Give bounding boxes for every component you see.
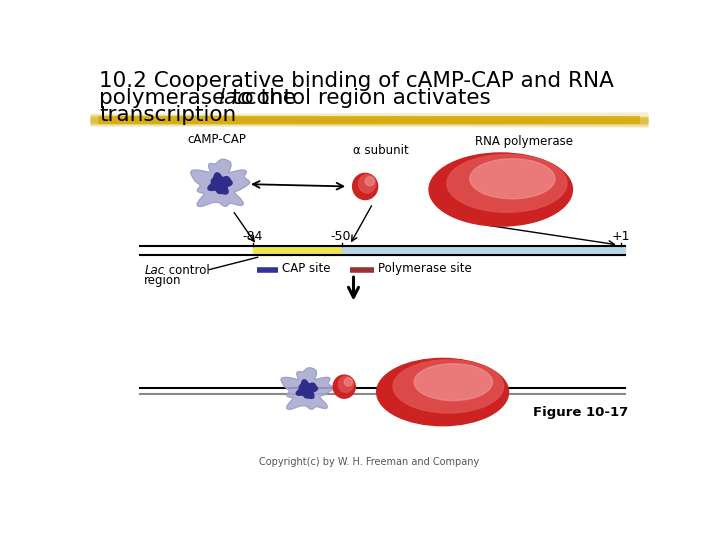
Text: Polymerase site: Polymerase site — [378, 261, 472, 274]
Text: region: region — [144, 274, 181, 287]
Ellipse shape — [377, 359, 508, 426]
Text: -50: -50 — [330, 230, 351, 242]
Ellipse shape — [353, 173, 378, 200]
Polygon shape — [191, 159, 250, 206]
Bar — [342, 246, 625, 255]
Polygon shape — [296, 380, 318, 399]
Ellipse shape — [469, 159, 555, 199]
Ellipse shape — [414, 364, 492, 401]
Ellipse shape — [338, 376, 354, 393]
Text: Copyright(c) by W. H. Freeman and Company: Copyright(c) by W. H. Freeman and Compan… — [259, 457, 479, 467]
Ellipse shape — [447, 154, 567, 212]
Ellipse shape — [393, 360, 503, 413]
Ellipse shape — [344, 378, 352, 386]
Text: cAMP-CAP: cAMP-CAP — [187, 133, 246, 146]
Text: lac: lac — [219, 88, 250, 108]
Text: control: control — [166, 264, 210, 277]
Ellipse shape — [365, 177, 374, 186]
Text: polymerase to the: polymerase to the — [99, 88, 303, 108]
Text: RNA polymerase: RNA polymerase — [475, 135, 573, 148]
Text: -84: -84 — [243, 230, 263, 242]
Text: transcription: transcription — [99, 105, 237, 125]
Text: α subunit: α subunit — [353, 144, 408, 157]
Text: contol region activates: contol region activates — [238, 88, 491, 108]
Ellipse shape — [429, 153, 572, 226]
Text: +1: +1 — [611, 230, 630, 242]
Text: Figure 10-17: Figure 10-17 — [534, 406, 629, 420]
Text: Lac: Lac — [144, 264, 164, 277]
Polygon shape — [208, 173, 232, 194]
Text: CAP site: CAP site — [282, 261, 330, 274]
Polygon shape — [281, 368, 333, 409]
Bar — [253, 246, 342, 255]
Text: 10.2 Cooperative binding of cAMP-CAP and RNA: 10.2 Cooperative binding of cAMP-CAP and… — [99, 71, 614, 91]
Ellipse shape — [359, 174, 376, 193]
Ellipse shape — [333, 375, 355, 398]
